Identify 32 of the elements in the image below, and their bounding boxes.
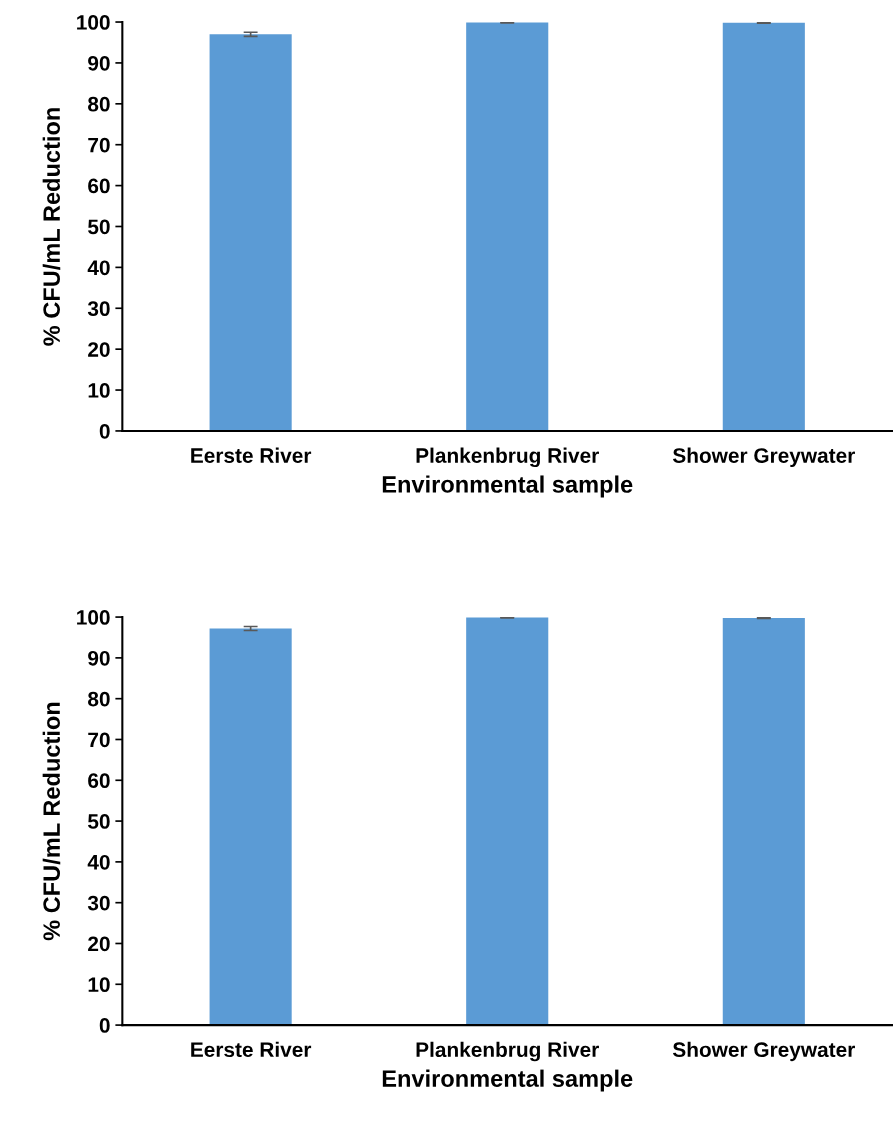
x-tick-label: Eerste River (191, 447, 312, 463)
y-tick-label: 10 (88, 977, 110, 993)
y-axis-title: % CFU/mL Reduction (42, 702, 61, 941)
y-tick-label: 50 (88, 814, 110, 829)
y-tick-label: 100 (77, 610, 110, 625)
y-tick-label: 40 (87, 260, 110, 276)
y-tick-label: 90 (88, 55, 110, 71)
y-tick-label: 80 (88, 691, 110, 707)
x-tick-label: Shower Greywater (672, 447, 855, 468)
y-tick-label: 20 (88, 936, 110, 952)
y-tick-label: 50 (88, 219, 110, 235)
x-tick-label: Plankenbrug River (416, 447, 599, 468)
y-tick-label: 30 (87, 301, 110, 317)
x-tick-label: Shower Greywater (672, 1041, 855, 1062)
y-tick-label: 70 (88, 137, 110, 153)
x-tick-label: Plankenbrug River (416, 1041, 599, 1062)
y-tick-label: 0 (99, 1018, 110, 1033)
y-tick-label: 100 (77, 15, 110, 30)
x-tick-label: Eerste River (191, 1041, 312, 1058)
y-axis-title: % CFU/mL Reduction (42, 108, 61, 346)
y-tick-label: 40 (87, 854, 110, 870)
y-tick-label: 60 (88, 178, 110, 194)
x-axis-title: Environmental sample (382, 475, 633, 498)
y-tick-label: 60 (88, 773, 110, 789)
y-tick-label: 70 (88, 732, 110, 748)
y-tick-label: 30 (87, 895, 110, 911)
y-tick-label: 80 (88, 96, 110, 112)
x-axis-title: Environmental sample (382, 1069, 633, 1092)
y-tick-label: 10 (88, 383, 110, 398)
y-tick-label: 90 (88, 650, 110, 666)
y-tick-label: 0 (99, 423, 110, 439)
y-tick-label: 20 (88, 342, 110, 357)
